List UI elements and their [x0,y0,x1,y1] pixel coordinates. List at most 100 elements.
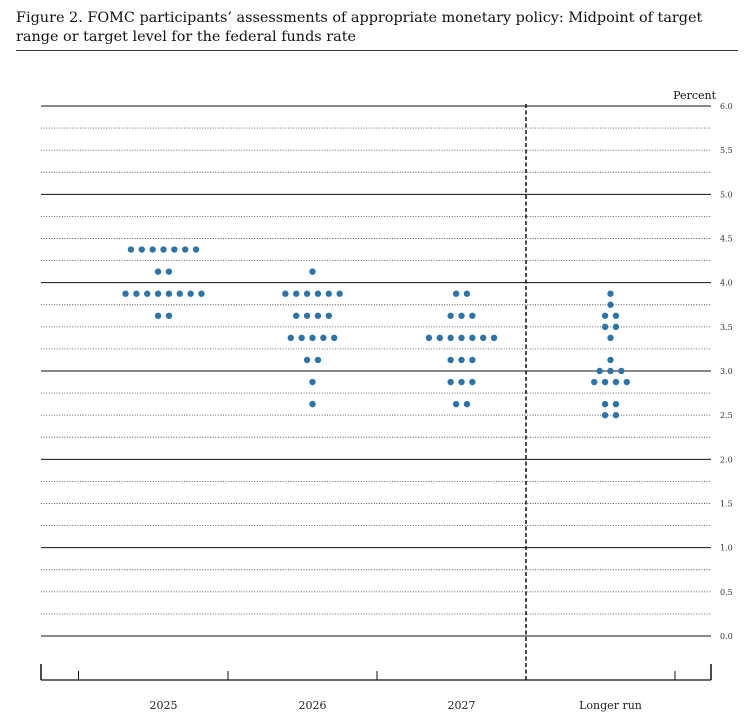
participant-dot [490,334,498,342]
participant-dot [298,334,305,342]
participant-dot [591,378,598,386]
participant-dot [171,246,178,253]
x-category-label: 2026 [299,699,327,712]
participant-dot [436,334,443,342]
participant-dot [309,378,316,386]
participant-dot [452,400,460,408]
participant-dot [154,312,162,319]
participant-dot [447,312,454,319]
y-tick-label: 1.5 [720,500,733,509]
participant-dot [469,334,476,342]
grid-lines [41,105,711,637]
participant-dot [601,411,609,419]
participant-dot [601,312,609,319]
participant-dot [458,378,465,386]
y-axis-unit-label: Percent [673,89,716,102]
participant-dot [623,378,630,386]
participant-dot [176,290,183,297]
participant-dot [601,400,609,408]
participant-dot [293,290,300,297]
y-tick-label: 4.0 [720,279,733,288]
participant-dot [314,290,322,297]
participant-dot [458,334,465,342]
participant-dot [463,400,471,408]
participant-dot [452,290,460,297]
y-tick-label: 2.5 [720,411,733,420]
participant-dot [596,367,603,375]
y-tick-label: 2.0 [720,455,733,464]
participant-dot [447,356,454,364]
x-category-label: 2027 [448,699,476,712]
y-tick-label: 3.0 [720,367,733,376]
participant-dot [458,312,465,319]
dots [122,246,630,419]
y-tick-label: 3.5 [720,323,733,332]
participant-dot [607,367,614,375]
participant-dot [138,246,145,253]
y-tick-label: 6.0 [720,102,733,111]
participant-dot [293,312,300,319]
participant-dot [303,290,311,297]
participant-dot [469,356,476,364]
y-tick-label: 1.0 [720,544,733,553]
participant-dot [154,290,162,297]
participant-dot [314,356,322,364]
participant-dot [607,301,614,308]
figure-title: Figure 2. FOMC participants’ assessments… [16,10,703,45]
participant-dot [607,290,614,297]
participant-dot [612,312,620,319]
participant-dot [192,246,200,253]
participant-dot [309,268,316,275]
participant-dot [331,334,338,342]
participant-dot [463,290,471,297]
participant-dot [607,356,614,364]
participant-dot [425,334,433,342]
participant-dot [612,411,620,419]
participant-dot [282,290,289,297]
participant-dot [160,246,167,253]
participant-dot [303,356,311,364]
participant-dot [612,378,620,386]
y-tick-label: 0.0 [720,632,733,641]
participant-dot [149,246,156,253]
participant-dot [458,356,465,364]
participant-dot [287,334,294,342]
participant-dot [601,323,609,331]
participant-dot [133,290,140,297]
participant-dot [325,312,332,319]
participant-dot [618,367,625,375]
y-tick-label: 4.5 [720,235,733,244]
participant-dot [480,334,487,342]
participant-dot [182,246,189,253]
participant-dot [320,334,327,342]
y-tick-label: 5.5 [720,146,733,155]
participant-dot [303,312,311,319]
participant-dot [165,312,173,319]
x-category-label: Longer run [579,699,642,712]
y-tick-label: 5.0 [720,190,733,199]
participant-dot [309,400,316,408]
x-category-label: 2025 [150,699,178,712]
participant-dot [447,378,454,386]
participant-dot [325,290,332,297]
y-tick-label: 0.5 [720,588,733,597]
participant-dot [601,378,609,386]
participant-dot [447,334,454,342]
participant-dot [336,290,343,297]
participant-dot [612,323,620,331]
participant-dot [165,268,173,275]
participant-dot [127,246,135,253]
participant-dot [607,334,614,342]
title-rule [16,50,738,51]
participant-dot [144,290,151,297]
participant-dot [198,290,205,297]
participant-dot [612,400,620,408]
participant-dot [314,312,322,319]
participant-dot [154,268,162,275]
participant-dot [469,378,476,386]
participant-dot [469,312,476,319]
axes: 0.0 0.5 1.0 1.5 2.0 2.5 3.0 3.5 4.0 4.5 5.0 5.5 6.0 2… [40,102,733,712]
participant-dot [309,334,316,342]
participant-dot [122,290,129,297]
